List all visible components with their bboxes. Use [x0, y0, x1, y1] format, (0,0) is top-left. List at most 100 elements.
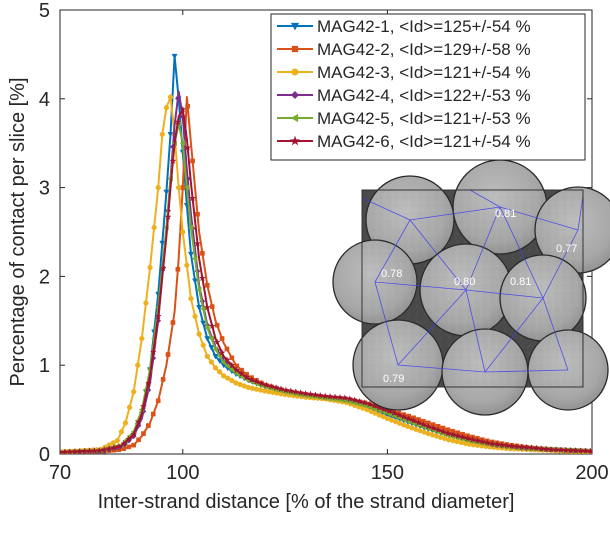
inset-label-3: 0.78 — [381, 268, 402, 280]
series-marker — [257, 379, 265, 387]
legend-label: MAG42-2, <Id>=129+/-58 % — [317, 40, 531, 59]
series-marker — [196, 286, 202, 293]
series-marker — [150, 411, 156, 417]
legend-label: MAG42-6, <Id>=121+/-54 % — [317, 132, 531, 151]
series-marker — [193, 239, 202, 247]
series-marker — [155, 184, 161, 191]
inset-label-6: 0.79 — [383, 373, 404, 385]
series-marker — [105, 444, 113, 452]
legend-label: MAG42-3, <Id>=121+/-54 % — [317, 63, 531, 82]
series-marker — [228, 366, 235, 373]
series-marker — [277, 385, 285, 393]
series-marker — [346, 395, 354, 402]
legend-item: MAG42-3, <Id>=121+/-54 % — [277, 63, 531, 82]
series-marker — [141, 431, 146, 436]
series-marker — [238, 370, 246, 377]
legend-item: MAG42-2, <Id>=129+/-58 % — [277, 40, 531, 59]
series-marker — [159, 240, 166, 247]
series-marker — [218, 348, 226, 356]
series-marker — [196, 305, 203, 311]
series-marker — [164, 213, 172, 220]
series-marker — [518, 443, 526, 451]
series-marker — [405, 415, 413, 422]
series-marker — [200, 342, 206, 348]
series-marker — [192, 313, 198, 320]
series-marker — [136, 437, 141, 443]
series-marker — [419, 420, 427, 428]
series-marker — [125, 435, 133, 443]
series-marker — [252, 377, 261, 385]
legend-label: MAG42-5, <Id>=121+/-53 % — [317, 109, 531, 128]
legend-item: MAG42-6, <Id>=121+/-54 % — [277, 132, 531, 151]
series-marker — [311, 391, 319, 398]
x-tick-label: 100 — [166, 462, 199, 484]
series-marker — [473, 436, 482, 444]
series-marker — [326, 392, 334, 400]
x-tick-label: 150 — [371, 462, 404, 484]
series-marker — [532, 444, 540, 452]
series-marker — [143, 300, 149, 306]
series-marker — [159, 131, 165, 137]
series-marker — [208, 359, 215, 365]
series-marker — [149, 348, 157, 356]
series-marker — [131, 442, 136, 448]
series-marker — [147, 264, 153, 271]
legend-item: MAG42-4, <Id>=122+/-53 % — [277, 86, 531, 105]
series-marker — [160, 377, 166, 382]
series-marker — [189, 194, 197, 202]
series-marker — [223, 356, 231, 363]
series-marker — [542, 445, 550, 453]
series-marker — [468, 435, 477, 443]
series-marker — [163, 105, 170, 111]
series-marker — [192, 278, 199, 284]
inset-label-2: 0.77 — [556, 243, 577, 255]
series-marker — [214, 322, 220, 328]
series-marker — [493, 440, 501, 448]
series-marker — [185, 103, 191, 109]
series-marker — [176, 184, 182, 191]
series-marker — [209, 304, 215, 309]
x-axis-label: Inter-strand distance [% of the strand d… — [98, 491, 515, 513]
series-marker — [184, 143, 192, 151]
series-marker — [169, 157, 177, 165]
series-marker — [424, 422, 432, 430]
series-marker — [321, 392, 329, 400]
inset-label-5: 0.81 — [510, 276, 531, 288]
series-marker — [130, 430, 138, 438]
series-marker — [478, 437, 486, 445]
series-marker — [208, 322, 216, 330]
series-marker — [272, 383, 280, 391]
series-marker — [151, 224, 157, 231]
series-marker — [126, 444, 132, 450]
series-marker — [212, 346, 218, 353]
series-marker — [204, 353, 210, 359]
series-marker — [390, 409, 398, 417]
series-marker — [174, 118, 182, 125]
series-marker — [243, 373, 251, 381]
series-marker — [522, 443, 531, 451]
y-axis-label: Percentage of contact per slice [%] — [7, 77, 29, 386]
series-marker — [198, 274, 207, 282]
series-marker — [179, 140, 186, 147]
series-marker — [146, 423, 151, 428]
series-marker — [498, 441, 506, 448]
series-marker — [154, 312, 162, 320]
series-marker — [115, 442, 123, 450]
series-marker — [165, 352, 171, 357]
series-marker — [434, 426, 442, 433]
series-marker — [224, 346, 230, 352]
series-marker — [316, 391, 324, 399]
series-marker — [449, 430, 457, 438]
series-marker — [292, 388, 300, 395]
y-tick-label: 4 — [39, 89, 50, 111]
series-marker — [537, 444, 545, 452]
legend-label: MAG42-4, <Id>=122+/-53 % — [317, 86, 531, 105]
series-marker — [247, 375, 256, 383]
series-marker — [208, 345, 215, 351]
series-marker — [488, 439, 496, 447]
legend: MAG42-1, <Id>=125+/-54 % MAG42-2, <Id>=12… — [270, 13, 586, 161]
series-marker — [110, 440, 116, 446]
series-marker — [444, 429, 452, 437]
y-tick-label: 0 — [39, 444, 50, 466]
series-marker — [114, 438, 120, 444]
